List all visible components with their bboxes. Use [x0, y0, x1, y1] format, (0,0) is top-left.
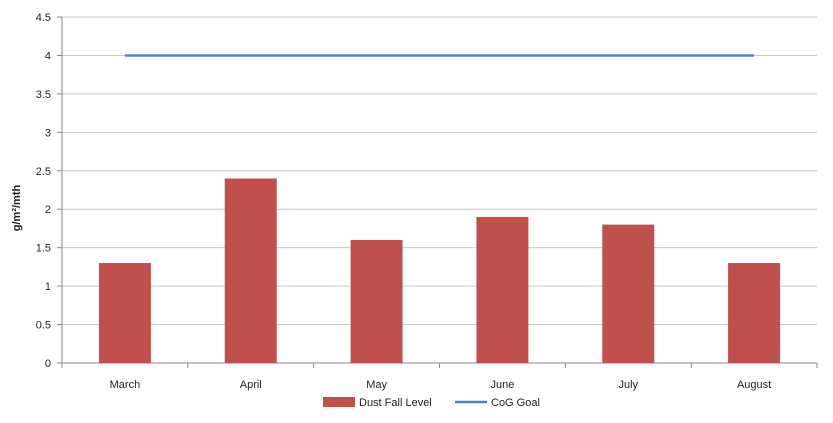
y-tick-label: 0: [45, 358, 51, 370]
x-tick-label: June: [490, 379, 514, 391]
y-tick-label: 4.5: [36, 12, 51, 24]
x-tick-label: May: [366, 379, 387, 391]
bar-july: [602, 224, 655, 363]
legend-swatch-bar: [323, 397, 355, 407]
y-tick-label: 3.5: [36, 89, 51, 101]
bar-june: [476, 216, 529, 363]
bar-august: [728, 263, 781, 363]
x-tick-label: March: [110, 379, 141, 391]
x-tick-label: August: [737, 379, 771, 391]
y-axis-title: g/m²/mth: [11, 185, 23, 232]
y-tick-label: 1.5: [36, 243, 51, 255]
y-tick-label: 0.5: [36, 320, 51, 332]
x-tick-label: July: [618, 379, 638, 391]
legend-label: CoG Goal: [491, 397, 540, 409]
y-tick-label: 4: [45, 50, 51, 62]
y-tick-label: 1: [45, 281, 51, 293]
y-tick-label: 2.5: [36, 166, 51, 178]
y-tick-labels: 0 0.5 1 1.5 2 2.5 3 3.5 4 4.5: [36, 12, 51, 370]
y-tick-label: 2: [45, 204, 51, 216]
x-tick-label: April: [240, 379, 262, 391]
y-tick-label: 3: [45, 127, 51, 139]
bar-march: [98, 263, 151, 363]
x-tick-labels: March April May June July August: [110, 379, 772, 391]
legend: Dust Fall Level CoG Goal: [323, 397, 540, 409]
gridlines: [62, 16, 817, 326]
bar-april: [224, 178, 277, 363]
bar-may: [350, 239, 403, 363]
axes: [57, 16, 818, 368]
bar-series: [98, 178, 781, 363]
legend-label: Dust Fall Level: [359, 397, 432, 409]
